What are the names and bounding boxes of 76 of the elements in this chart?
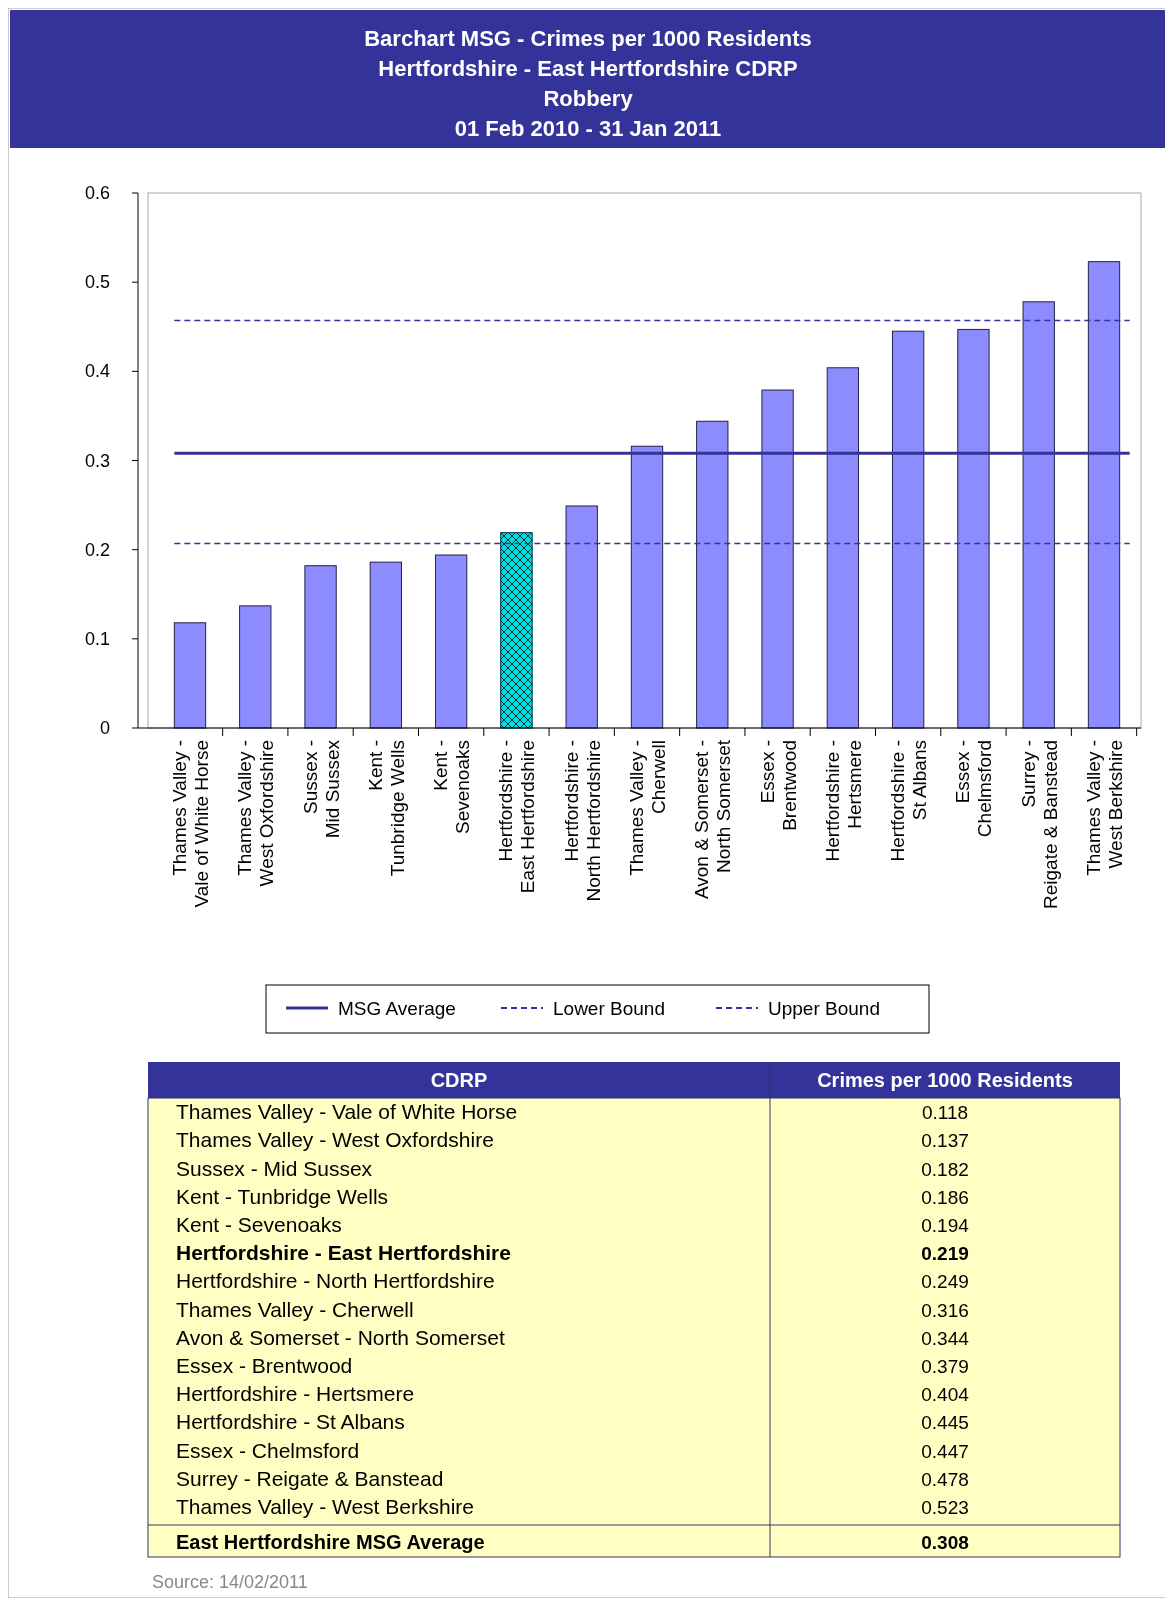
data-label: 0.186: [921, 1186, 969, 1208]
category-label: Thames Valley - Cherwell: [176, 1297, 414, 1321]
category-label: Hertfordshire - St Albans: [176, 1410, 405, 1434]
data-label: 0.249: [921, 1271, 969, 1293]
bar: [239, 605, 272, 729]
x-tick-label: Avon & Somerset - North Somerset: [691, 739, 735, 900]
y-tick-label: 0.6: [84, 183, 110, 203]
data-label: 0.316: [921, 1299, 969, 1321]
legend-label: Upper Bound: [768, 998, 880, 1019]
x-tick-label: Essex - Brentwood: [756, 740, 800, 831]
text: CDRP: [430, 1069, 488, 1091]
category-label: Essex - Brentwood: [176, 1353, 353, 1377]
bar: [1087, 261, 1121, 729]
category-label: East Hertfordshire MSG Average: [176, 1531, 485, 1553]
data-label: 0.182: [921, 1158, 969, 1180]
data-label: 0.219: [921, 1243, 969, 1265]
data-label: 0.447: [921, 1440, 969, 1462]
x-tick-label: Hertfordshire - North Hertfordshire: [560, 740, 604, 902]
category-label: Kent - Tunbridge Wells: [176, 1184, 389, 1208]
bar: [1022, 301, 1055, 729]
x-tick-label: Essex - Chelmsford: [952, 740, 996, 838]
y-tick-label: 0.3: [84, 450, 110, 471]
y-tick-label: 0.4: [84, 361, 110, 382]
category-label: Kent - Sevenoaks: [176, 1212, 342, 1236]
x-tick-label: Hertfordshire - St Albans: [887, 740, 931, 862]
category-label: Surrey - Reigate & Banstead: [176, 1466, 444, 1490]
category-label: Sussex - Mid Sussex: [176, 1156, 373, 1180]
category-label: Essex - Chelmsford: [176, 1438, 360, 1462]
data-label: 0.379: [921, 1355, 969, 1377]
x-tick-label: Thames Valley - Cherwell: [626, 740, 669, 876]
category-label: Hertfordshire - Hertsmere: [176, 1382, 415, 1406]
x-tick-label: Kent - Sevenoaks: [430, 740, 474, 835]
category-label: Avon & Somerset - North Somerset: [176, 1325, 505, 1349]
category-label: Thames Valley - Vale of White Horse: [176, 1100, 518, 1124]
data-label: 0.445: [921, 1412, 969, 1434]
data-label: 0.118: [921, 1102, 969, 1124]
bar: [826, 367, 860, 729]
bar: [761, 389, 794, 729]
x-tick-label: Thames Valley - West Berkshire: [1083, 740, 1127, 876]
y-tick-label: 0.2: [84, 539, 110, 560]
data-label: 0.523: [921, 1496, 969, 1518]
x-tick-label: Thames Valley - West Oxfordshire: [234, 740, 278, 887]
data-label: 0.137: [921, 1130, 969, 1152]
bar: [696, 420, 729, 729]
legend-label: Lower Bound: [553, 998, 665, 1019]
x-tick-label: Sussex - Mid Sussex: [299, 739, 343, 839]
data-label: 0.478: [921, 1468, 969, 1490]
chart-title: Barchart MSG - Crimes per 1000 Residents: [364, 26, 812, 51]
x-tick-label: Hertfordshire - Hertsmere: [821, 740, 865, 862]
data-label: 0.404: [921, 1384, 970, 1406]
bar: [957, 328, 990, 729]
legend-label: MSG Average: [338, 998, 456, 1019]
x-tick-label: Surrey - Reigate & Banstead: [1017, 740, 1061, 910]
category-label: Thames Valley - West Oxfordshire: [176, 1128, 494, 1152]
bar: [369, 561, 403, 729]
data-label: 0.344: [921, 1327, 970, 1349]
source-note: Source: 14/02/2011: [152, 1572, 308, 1592]
bar: [173, 622, 207, 729]
chart-subtitle: Hertfordshire - East Hertfordshire CDRP Robbery 01 Feb 2010 - 31 Jan 2011: [378, 56, 798, 141]
x-tick-label: Thames Valley - Vale of White Horse: [168, 740, 212, 908]
data-label: 0.308: [921, 1532, 969, 1553]
bar: [891, 330, 925, 729]
y-tick-label: 0.1: [84, 628, 110, 649]
y-tick-label: 0.5: [84, 272, 110, 293]
y-tick-label: 0: [99, 718, 110, 738]
category-label: Hertfordshire - East Hertfordshire: [176, 1241, 511, 1265]
bar: [304, 565, 337, 729]
bar: [565, 505, 598, 729]
category-label: Thames Valley - West Berkshire: [176, 1494, 474, 1518]
text: Crimes per 1000 Residents: [817, 1069, 1073, 1091]
x-tick-label: Hertfordshire - East Hertfordshire: [495, 740, 539, 894]
category-label: Hertfordshire - North Hertfordshire: [176, 1269, 495, 1293]
bar: [434, 554, 468, 729]
x-tick-label: Kent - Tunbridge Wells: [364, 740, 408, 877]
bar: [630, 445, 664, 729]
data-label: 0.194: [921, 1214, 970, 1236]
